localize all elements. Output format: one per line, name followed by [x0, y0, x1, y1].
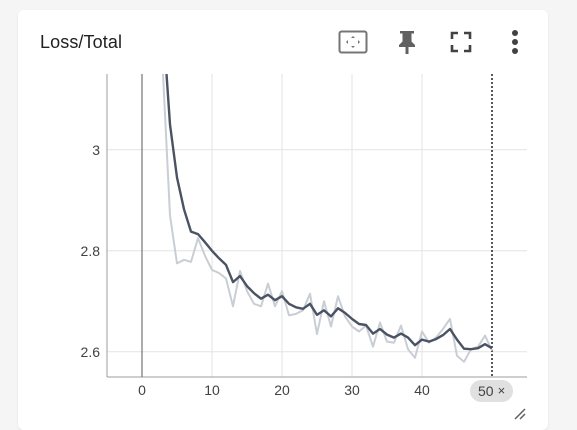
chart-axes [106, 74, 527, 378]
pin-icon [399, 31, 415, 54]
fit-domain-icon [338, 30, 368, 54]
resize-handle-icon[interactable] [512, 406, 526, 420]
y-tick-label: 3 [92, 142, 100, 158]
x-tick-label: 20 [274, 382, 290, 398]
fit-domain-button[interactable] [336, 26, 370, 58]
chart-tick-labels: 0 10 20 30 40 2.6 2.8 3 [81, 142, 430, 398]
y-tick-label: 2.6 [81, 344, 101, 360]
x-tick-label: 0 [138, 382, 146, 398]
y-tick-label: 2.8 [81, 243, 101, 259]
fullscreen-button[interactable] [444, 26, 478, 58]
close-icon[interactable]: × [497, 383, 506, 398]
step-badge-label: 50 [478, 383, 494, 399]
smoothed-series-line [165, 74, 493, 351]
pin-button[interactable] [390, 26, 424, 58]
x-tick-label: 10 [204, 382, 220, 398]
more-vert-icon [512, 30, 518, 54]
chart-series [162, 74, 493, 363]
fullscreen-icon [450, 31, 472, 53]
x-tick-label: 40 [414, 382, 430, 398]
card-title: Loss/Total [40, 32, 123, 52]
more-menu-button[interactable] [498, 26, 532, 58]
x-tick-label: 30 [344, 382, 360, 398]
scalar-card: Loss/Total 0 10 20 30 40 2.6 2.8 3 50 [18, 10, 548, 430]
loss-chart[interactable]: 0 10 20 30 40 2.6 2.8 3 [18, 10, 548, 420]
step-badge[interactable]: 50 × [470, 380, 514, 402]
